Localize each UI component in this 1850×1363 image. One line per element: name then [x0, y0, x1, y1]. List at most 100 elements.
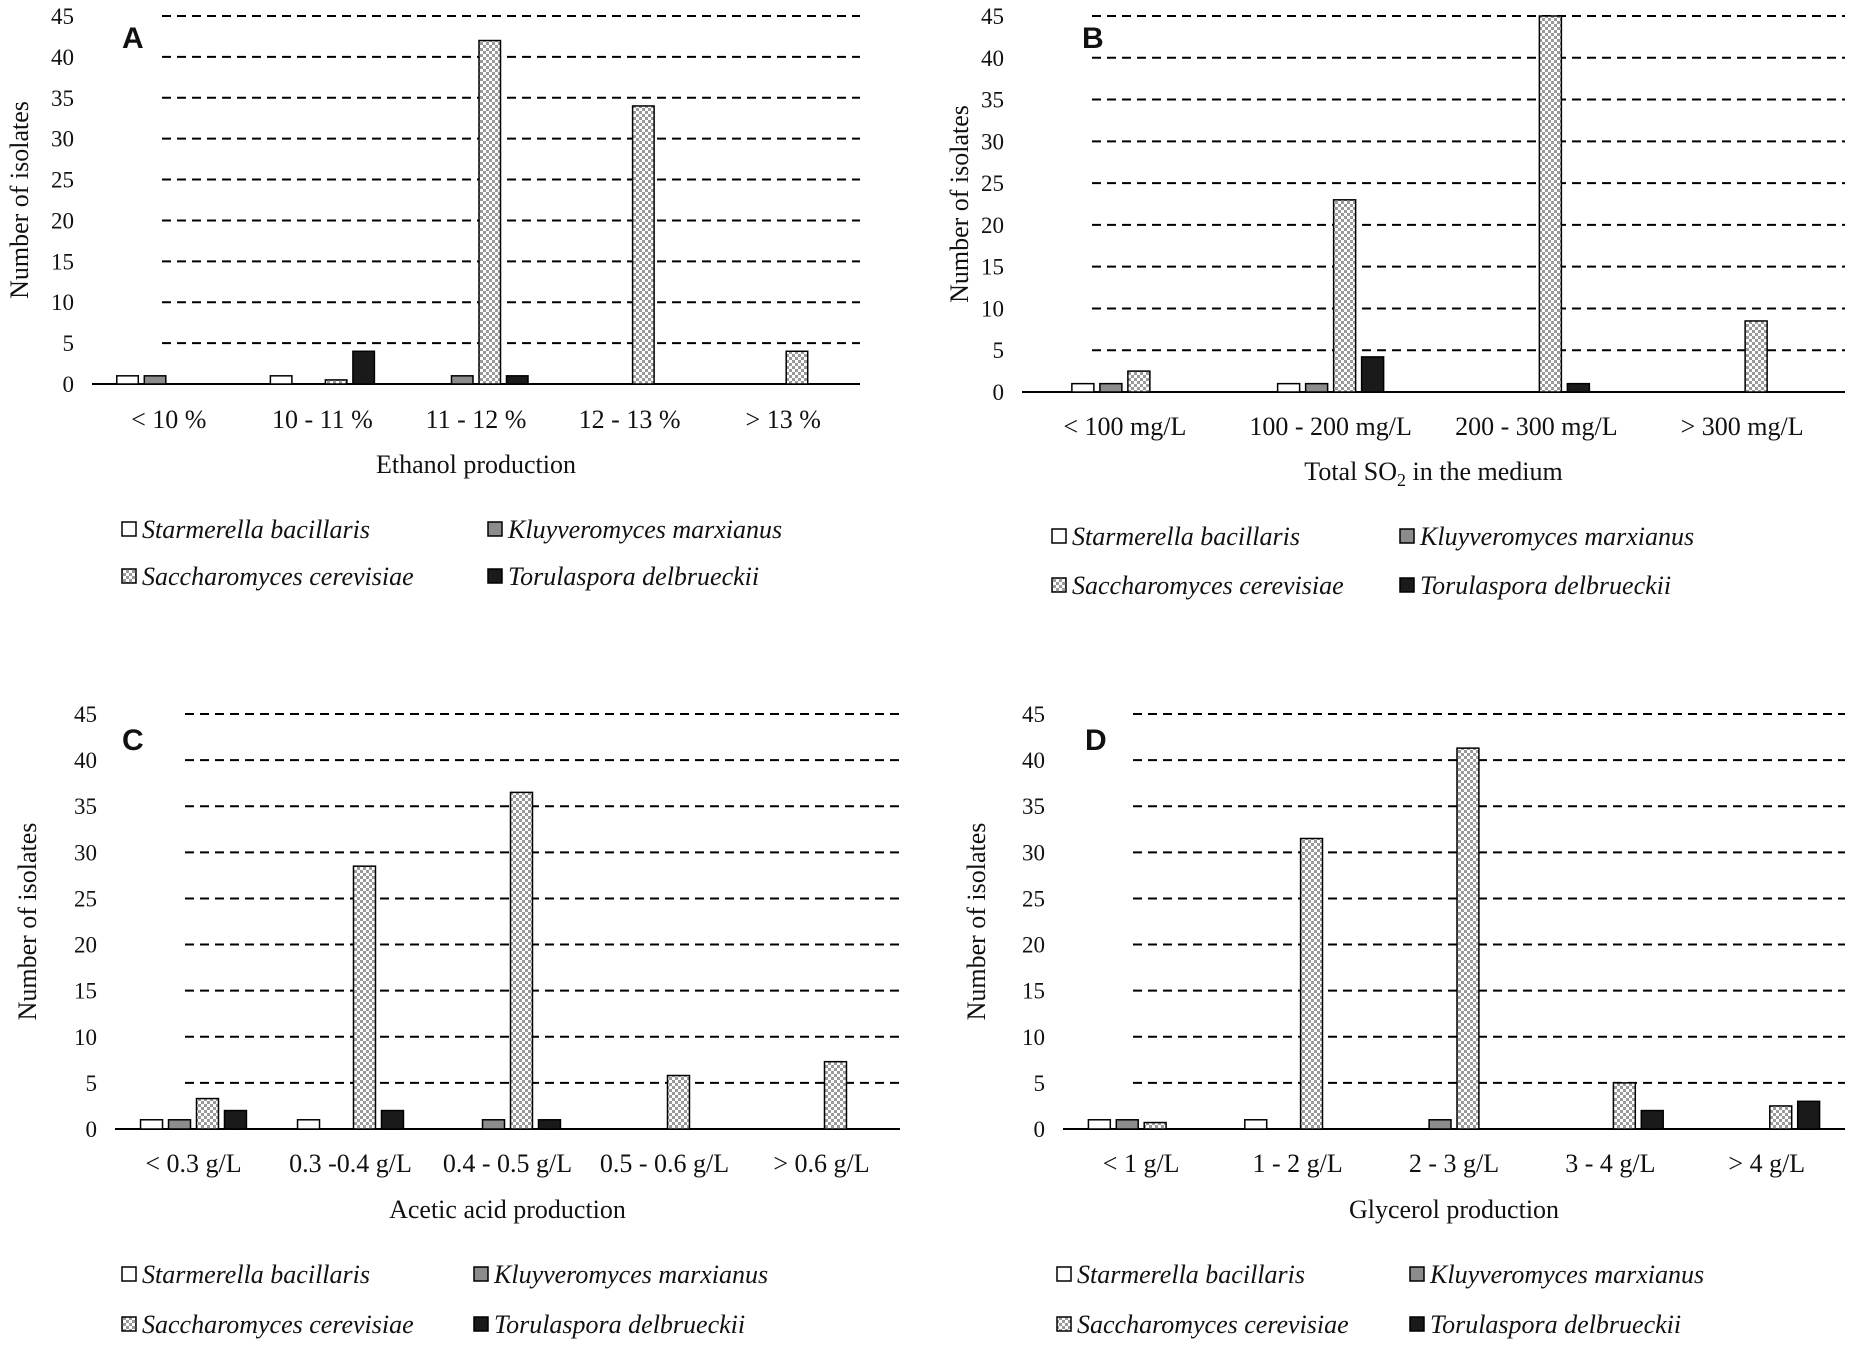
legend-swatch [1056, 1266, 1072, 1282]
x-category-label: < 0.3 g/L [145, 1149, 241, 1178]
y-tick-label: 10 [51, 290, 74, 315]
legend-label: Starmerella bacillaris [142, 515, 370, 544]
x-category-label: 12 - 13 % [579, 405, 681, 434]
bar-torulaspora-delbrueckii [1640, 1109, 1664, 1130]
y-tick-label: 35 [51, 86, 74, 111]
x-axis-title: Ethanol production [376, 450, 576, 479]
y-tick-label: 10 [981, 296, 1004, 321]
y-tick-label: 35 [74, 794, 97, 819]
y-tick-label: 25 [74, 886, 97, 911]
bar-starmerella-bacillaris [1071, 382, 1095, 393]
bar-saccharomyces-cerevisiae [785, 350, 809, 385]
x-category-label: 0.4 - 0.5 g/L [443, 1149, 572, 1178]
legend-label: Torulaspora delbrueckii [508, 562, 759, 591]
bar-kluyveromyces-marxianus [450, 375, 474, 385]
legend-label: Kluyveromyces marxianus [507, 515, 782, 544]
bar-torulaspora-delbrueckii [537, 1119, 562, 1130]
legend-swatch [1409, 1316, 1425, 1332]
bar-saccharomyces-cerevisiae [823, 1060, 848, 1130]
legend-swatch [121, 1316, 137, 1332]
bar-saccharomyces-cerevisiae [631, 105, 655, 385]
legend-label: Kluyveromyces marxianus [1429, 1260, 1704, 1289]
legend-swatch [121, 568, 137, 584]
y-tick-label: 5 [86, 1071, 98, 1096]
legend-swatch [1051, 577, 1067, 593]
bar-saccharomyces-cerevisiae [1127, 370, 1151, 393]
x-category-label: < 100 mg/L [1063, 412, 1186, 441]
legend-swatch [1399, 577, 1415, 593]
y-tick-label: 10 [1022, 1025, 1045, 1050]
legend-label: Saccharomyces cerevisiae [1077, 1310, 1349, 1339]
legend-swatch [1399, 528, 1415, 544]
bar-starmerella-bacillaris [1244, 1119, 1268, 1130]
panel-d: 0 5 10 15 20 25 30 35 40 45 < 1 g/L 1 - 2 g/L 2 - 3 … [962, 702, 1845, 1339]
y-tick-label: 0 [1034, 1117, 1046, 1142]
y-tick-label: 15 [51, 249, 74, 274]
y-tick-label: 40 [981, 46, 1004, 71]
bar-saccharomyces-cerevisiae [195, 1097, 220, 1130]
legend-label: Saccharomyces cerevisiae [142, 1310, 414, 1339]
legend-label: Kluyveromyces marxianus [1419, 522, 1694, 551]
legend-label: Kluyveromyces marxianus [493, 1260, 768, 1289]
panel-letter: B [1082, 22, 1104, 55]
y-tick-label: 5 [1034, 1071, 1046, 1096]
bar-kluyveromyces-marxianus [1099, 382, 1123, 393]
bar-kluyveromyces-marxianus [481, 1119, 506, 1130]
x-category-label: > 0.6 g/L [773, 1149, 869, 1178]
y-tick-label: 20 [981, 213, 1004, 238]
bar-saccharomyces-cerevisiae [1143, 1121, 1167, 1130]
bar-kluyveromyces-marxianus [167, 1119, 192, 1130]
y-tick-label: 25 [1022, 886, 1045, 911]
x-category-label: > 300 mg/L [1681, 412, 1804, 441]
bar-starmerella-bacillaris [269, 375, 293, 385]
y-axis-title: Number of isolates [945, 105, 974, 303]
bar-saccharomyces-cerevisiae [509, 791, 534, 1130]
bar-torulaspora-delbrueckii [1360, 356, 1385, 393]
legend-label: Saccharomyces cerevisiae [142, 562, 414, 591]
x-category-label: 0.3 -0.4 g/L [289, 1149, 412, 1178]
x-axis-title: Total SO2 in the medium [1304, 457, 1563, 490]
y-tick-label: 35 [981, 88, 1004, 113]
y-axis-title: Number of isolates [5, 101, 34, 299]
y-tick-label: 30 [51, 127, 74, 152]
panel-letter: A [122, 22, 144, 55]
x-category-label: < 1 g/L [1103, 1149, 1180, 1178]
x-category-label: > 4 g/L [1728, 1149, 1805, 1178]
panel-b: 0 5 10 15 20 25 30 35 40 45 < 100 mg/L 100 - 200 mg… [945, 4, 1845, 600]
panel-c: 0 5 10 15 20 25 30 35 40 45 < 0.3 g/L 0.3 -0.4 g/L 0… [13, 702, 900, 1339]
y-axis-title: Number of isolates [962, 823, 991, 1021]
legend-label: Saccharomyces cerevisiae [1072, 571, 1344, 600]
bar-saccharomyces-cerevisiae [478, 39, 502, 385]
bar-starmerella-bacillaris [116, 375, 140, 385]
bar-torulaspora-delbrueckii [505, 375, 529, 385]
y-tick-label: 15 [74, 979, 97, 1004]
y-tick-label: 5 [993, 338, 1005, 363]
x-category-label: 100 - 200 mg/L [1249, 412, 1412, 441]
x-category-label: 1 - 2 g/L [1252, 1149, 1342, 1178]
legend-swatch [487, 521, 503, 537]
legend-label: Torulaspora delbrueckii [494, 1310, 745, 1339]
legend-swatch [121, 521, 137, 537]
y-tick-label: 40 [51, 45, 74, 70]
x-category-label: > 13 % [746, 405, 821, 434]
bar-kluyveromyces-marxianus [1304, 382, 1329, 393]
legend-swatch [1056, 1316, 1072, 1332]
bar-saccharomyces-cerevisiae [1332, 199, 1357, 393]
bar-torulaspora-delbrueckii [380, 1109, 405, 1130]
legend-swatch [473, 1266, 489, 1282]
bar-saccharomyces-cerevisiae [1538, 15, 1563, 393]
bar-saccharomyces-cerevisiae [1456, 747, 1480, 1130]
bar-saccharomyces-cerevisiae [1769, 1105, 1793, 1130]
y-tick-label: 35 [1022, 794, 1045, 819]
legend-label: Torulaspora delbrueckii [1430, 1310, 1681, 1339]
y-tick-label: 30 [981, 129, 1004, 154]
y-tick-label: 0 [86, 1117, 98, 1142]
x-category-label: 3 - 4 g/L [1565, 1149, 1655, 1178]
x-axis-title: Acetic acid production [389, 1195, 626, 1224]
y-tick-label: 45 [51, 4, 74, 29]
legend-swatch [1409, 1266, 1425, 1282]
y-tick-label: 40 [1022, 748, 1045, 773]
bar-torulaspora-delbrueckii [352, 350, 376, 385]
